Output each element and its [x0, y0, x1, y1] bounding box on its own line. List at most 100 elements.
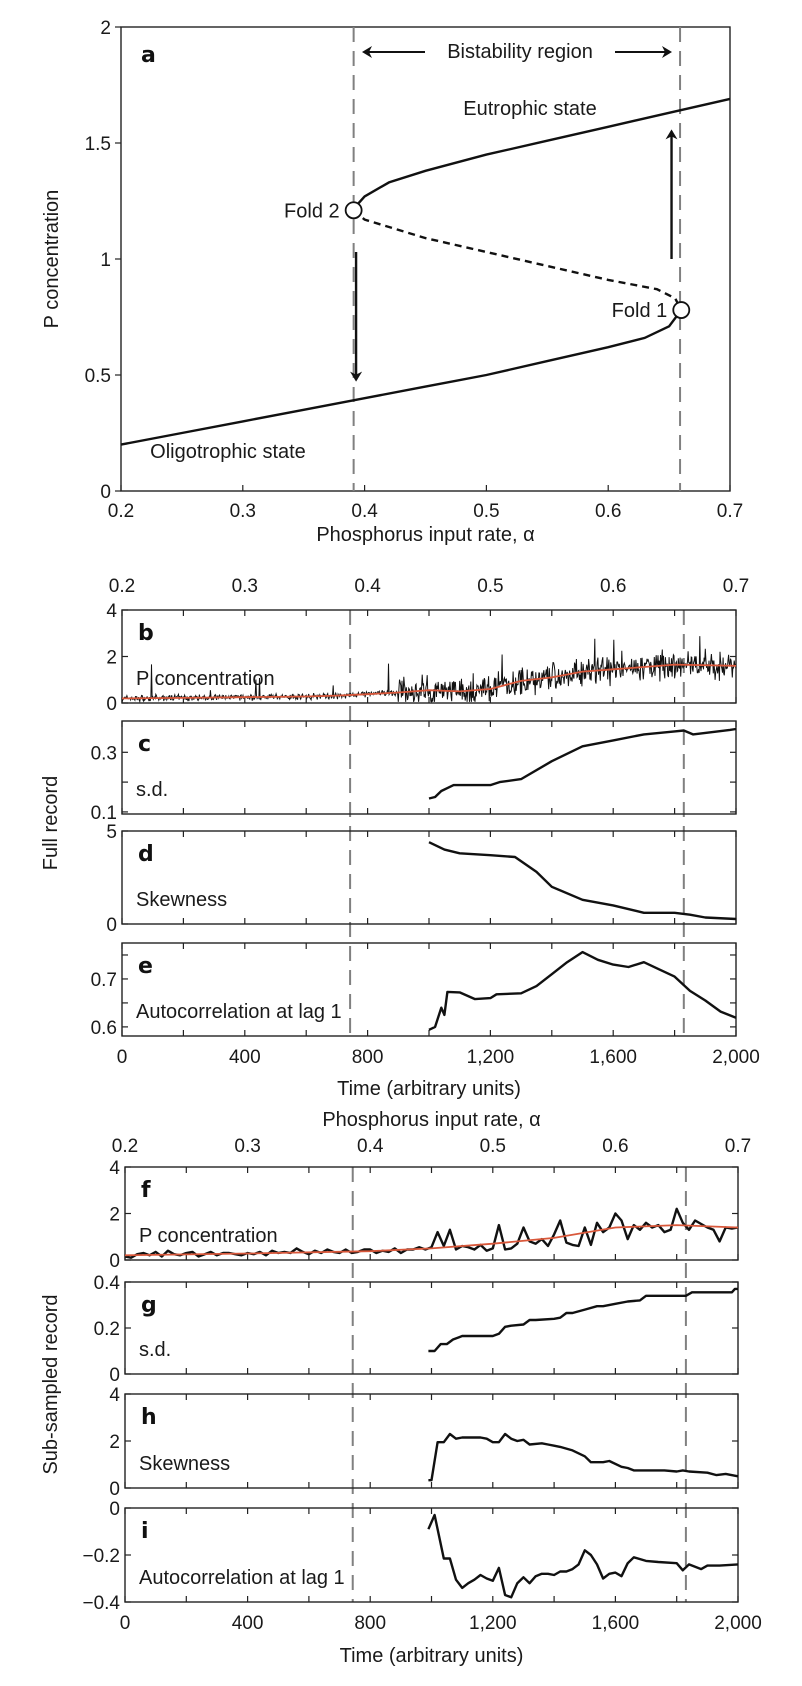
y-tick-label: 0.2: [94, 1319, 120, 1340]
y-tick-label: 0.7: [91, 970, 117, 991]
y-tick-label: 0: [106, 915, 117, 936]
time-tick-label: 400: [232, 1613, 264, 1634]
y-tick-label: 0.5: [85, 366, 111, 387]
y-axis-title: P concentration: [41, 190, 63, 329]
top-axis-tick-label: 0.3: [232, 576, 258, 597]
y-tick-label: 0.1: [91, 803, 117, 824]
panel-i-label: Autocorrelation at lag 1: [139, 1567, 345, 1589]
panel-e-label: Autocorrelation at lag 1: [136, 1001, 342, 1023]
time-tick-label: 1,600: [589, 1047, 637, 1068]
panel-letter-f: f: [141, 1178, 151, 1203]
top-axis-tick-label: 0.2: [112, 1136, 138, 1157]
top-axis-tick-label: 0.3: [234, 1136, 260, 1157]
bistability-label: Bistability region: [447, 41, 593, 63]
y-tick-label: 4: [109, 1385, 120, 1406]
top-axis-tick-label: 0.2: [109, 576, 135, 597]
fold-point-marker: [344, 201, 363, 220]
top-axis-tick-label: 0.7: [723, 576, 749, 597]
y-tick-label: 5: [106, 822, 117, 843]
panel-g-series: [428, 1287, 738, 1353]
panel-letter-b: b: [138, 621, 154, 646]
panel-h-label: Skewness: [139, 1453, 230, 1475]
panel-letter-d: d: [138, 842, 154, 867]
y-tick-label: 0.4: [94, 1273, 121, 1294]
y-tick-label: 2: [109, 1432, 120, 1453]
x-tick-label: 0.3: [230, 501, 256, 522]
panel-letter-a: a: [141, 43, 156, 68]
time-tick-label: 400: [229, 1047, 261, 1068]
panel-e-series: [428, 950, 737, 1031]
y-tick-label: 4: [109, 1158, 120, 1179]
panel-i-series: [427, 1513, 739, 1599]
time-tick-label: 800: [354, 1613, 386, 1634]
top-axis-tick-label: 0.6: [600, 576, 626, 597]
y-tick-label: 2: [100, 18, 111, 39]
time-tick-label: 2,000: [712, 1047, 760, 1068]
x-tick-label: 0.4: [351, 501, 378, 522]
x-tick-label: 0.7: [717, 501, 743, 522]
time-axis-title: Time (arbitrary units): [340, 1645, 524, 1667]
panel-c-series: [428, 727, 737, 800]
y-tick-label: 0: [109, 1499, 120, 1520]
trend-line: [121, 663, 737, 700]
panel-letter-c: c: [138, 732, 151, 757]
time-tick-label: 2,000: [714, 1613, 762, 1634]
group-y-axis-title: Full record: [40, 776, 62, 870]
y-tick-label: 2: [109, 1205, 120, 1226]
top-axis-tick-label: 0.4: [354, 576, 381, 597]
oligotrophic-label: Oligotrophic state: [150, 441, 306, 463]
panel-d-series: [428, 841, 737, 921]
panel-d-label: Skewness: [136, 889, 227, 911]
panel-letter-i: i: [141, 1519, 149, 1544]
group-y-axis-title: Sub-sampled record: [40, 1294, 62, 1474]
panel-letter-e: e: [138, 954, 153, 979]
y-tick-label: 2: [106, 648, 117, 669]
eutrophic-label: Eutrophic state: [463, 98, 596, 120]
series-oligotrophic-state: [120, 309, 683, 446]
y-tick-label: 0: [106, 694, 117, 715]
y-tick-label: 0: [109, 1251, 120, 1272]
top-axis-tick-label: 0.5: [477, 576, 503, 597]
top-axis-tick-label: 0.5: [480, 1136, 506, 1157]
y-tick-label: 0: [109, 1479, 120, 1500]
y-tick-label: −0.4: [82, 1593, 120, 1614]
fold1-label: Fold 1: [612, 300, 668, 322]
series-unstable-branch: [352, 209, 683, 311]
panel-b-label: P concentration: [136, 668, 275, 690]
top-axis-title: Phosphorus input rate, α: [322, 1109, 540, 1131]
top-axis-tick-label: 0.7: [725, 1136, 751, 1157]
y-tick-label: 0.6: [91, 1018, 117, 1039]
time-tick-label: 1,200: [469, 1613, 517, 1634]
time-tick-label: 0: [120, 1613, 131, 1634]
y-tick-label: 0: [109, 1365, 120, 1386]
x-tick-label: 0.6: [595, 501, 621, 522]
time-tick-label: 0: [117, 1047, 128, 1068]
time-tick-label: 1,200: [467, 1047, 515, 1068]
y-tick-label: 1: [100, 250, 111, 271]
top-axis-tick-label: 0.4: [357, 1136, 384, 1157]
time-tick-label: 800: [352, 1047, 384, 1068]
trend-line: [124, 1224, 739, 1257]
y-tick-label: 1.5: [85, 134, 111, 155]
x-tick-label: 0.5: [473, 501, 499, 522]
top-axis-tick-label: 0.6: [602, 1136, 628, 1157]
panel-c-label: s.d.: [136, 779, 168, 801]
panel-a-frame: [120, 26, 731, 492]
fold2-label: Fold 2: [284, 200, 340, 222]
panel-letter-g: g: [141, 1293, 157, 1318]
x-tick-label: 0.2: [108, 501, 134, 522]
x-axis-title: Phosphorus input rate, α: [316, 524, 534, 546]
panel-h-series: [428, 1432, 739, 1482]
time-axis-title: Time (arbitrary units): [337, 1078, 521, 1100]
time-tick-label: 1,600: [592, 1613, 640, 1634]
y-tick-label: 0.3: [91, 743, 117, 764]
y-tick-label: −0.2: [82, 1546, 120, 1567]
fold-point-marker: [672, 301, 691, 319]
series-eutrophic-state: [352, 97, 731, 211]
panel-f-label: P concentration: [139, 1225, 278, 1247]
panel-g-label: s.d.: [139, 1339, 171, 1361]
y-tick-label: 0: [100, 482, 111, 503]
y-tick-label: 4: [106, 601, 117, 622]
panel-letter-h: h: [141, 1405, 157, 1430]
